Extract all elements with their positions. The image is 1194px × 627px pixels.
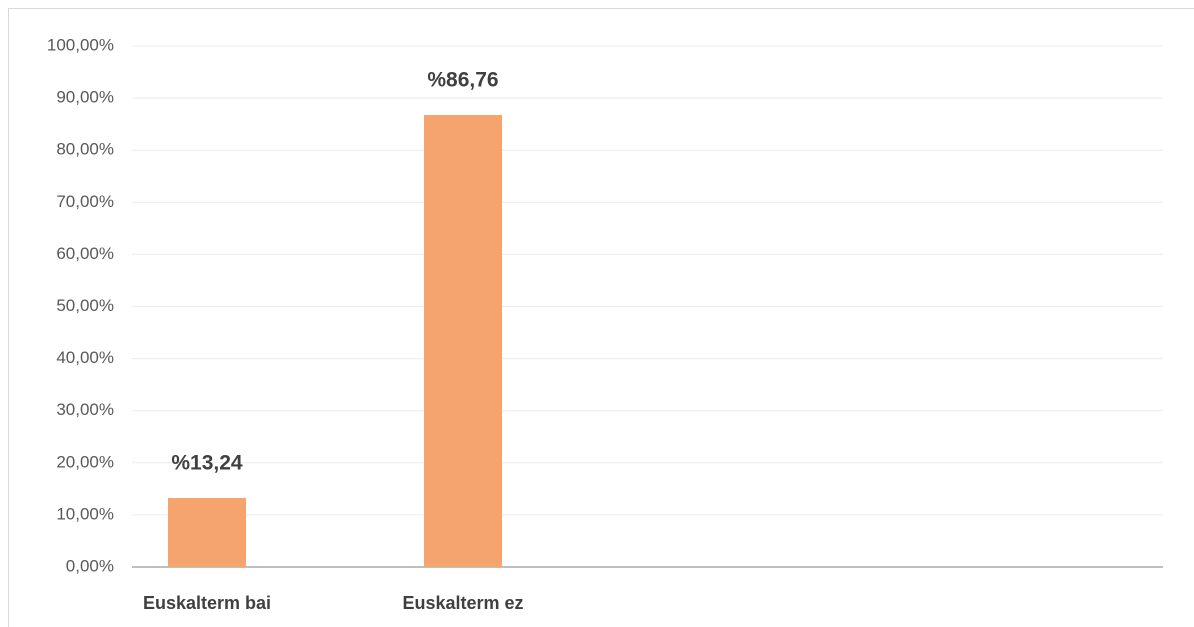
y-tick-label: 0,00% — [66, 556, 114, 575]
y-tick-label: 60,00% — [56, 244, 114, 263]
y-tick-label: 20,00% — [56, 452, 114, 471]
y-tick-label: 40,00% — [56, 348, 114, 367]
y-tick-label: 70,00% — [56, 192, 114, 211]
y-tick-label: 100,00% — [47, 35, 114, 54]
data-label: %86,76 — [427, 69, 498, 92]
y-tick-label: 80,00% — [56, 140, 114, 159]
x-tick-label: Euskalterm ez — [402, 593, 523, 613]
x-tick-label: Euskalterm bai — [143, 593, 271, 613]
chart-border — [8, 8, 1194, 627]
y-tick-label: 50,00% — [56, 296, 114, 315]
bar — [424, 114, 502, 567]
y-tick-label: 90,00% — [56, 88, 114, 107]
y-tick-label: 10,00% — [56, 504, 114, 523]
bar — [168, 498, 246, 567]
y-tick-label: 30,00% — [56, 400, 114, 419]
data-label: %13,24 — [171, 452, 243, 475]
